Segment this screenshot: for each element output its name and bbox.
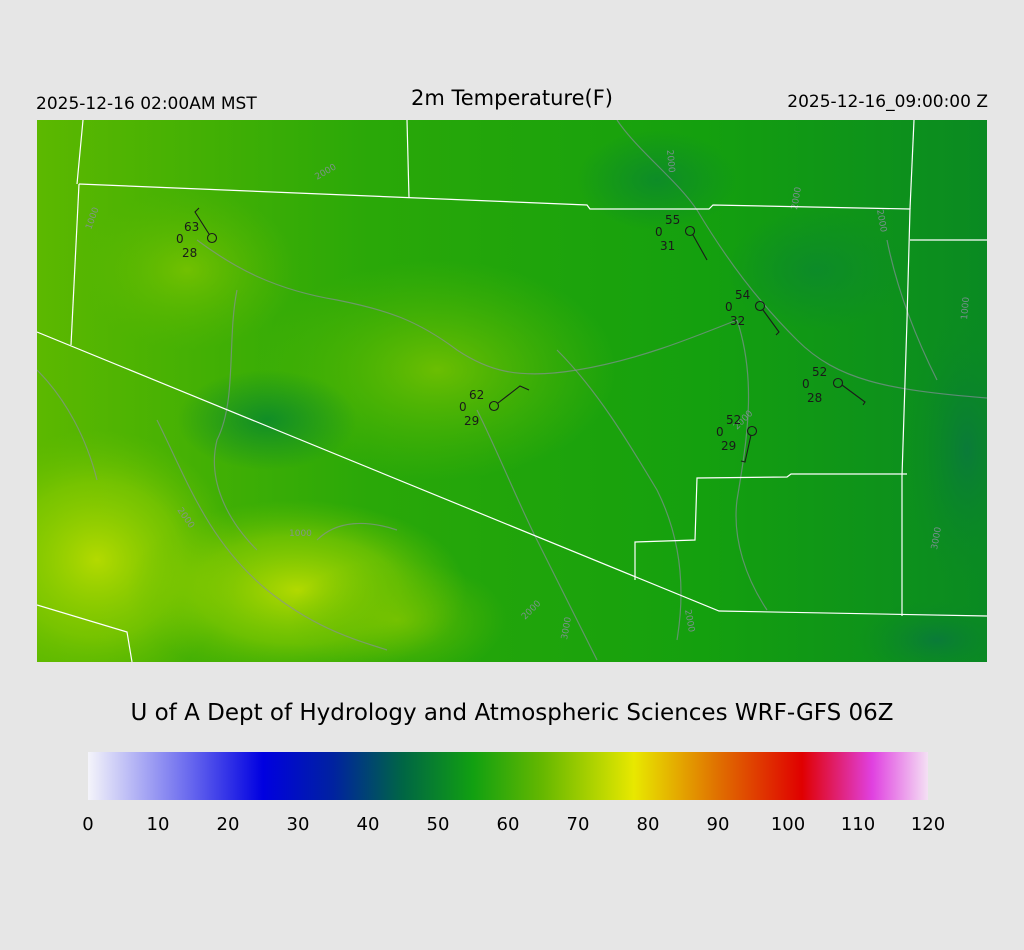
wind-barb [740,434,752,463]
colorbar-tick: 0 [82,814,94,835]
contour-label: 2000 [682,609,696,634]
map-canvas: 1000 2000 1000 2000 3000 2000 2000 2000 … [37,120,987,662]
cool-region-north [577,130,737,230]
station-dewpoint: 29 [464,414,479,428]
state-border [37,331,987,617]
cool-region-northeast [727,210,907,330]
colorbar-tick: 40 [356,814,380,835]
colorbar-tick: 50 [426,814,450,835]
warm-region-south-2 [287,560,507,662]
cool-region-east [907,310,987,590]
wind-barb [762,309,780,336]
wind-barb [692,234,708,261]
contour-label: 3000 [930,526,944,551]
station-temp: 52 [812,365,827,379]
county-line-southeast [634,473,907,580]
contour-label: 2000 [664,149,676,173]
station-circle [754,300,766,312]
station-temp: 62 [469,388,484,402]
station-cloud: 0 [176,232,184,246]
wind-barb [841,384,866,406]
cool-region-west [177,370,357,470]
station-dewpoint: 29 [721,439,736,453]
terrain-contours [37,120,987,661]
station-circle [832,377,844,389]
county-line-north-central [406,120,410,199]
local-time-label: 2025-12-16 02:00AM MST [36,94,257,114]
colorbar-tick: 30 [286,814,310,835]
station-temp: 55 [665,213,680,227]
county-line-northeast [909,120,915,210]
station-circle [488,400,500,412]
station-circle [746,425,758,437]
contour-label: 2000 [874,209,888,234]
station-values: 63 0 28 55 0 31 54 0 32 52 0 28 62 0 29 … [176,213,827,453]
model-credit: U of A Dept of Hydrology and Atmospheric… [130,700,894,726]
colorbar-tick: 10 [146,814,170,835]
station-cloud: 0 [655,225,663,239]
colorbar-tick: 70 [566,814,590,835]
station-dewpoint: 28 [807,391,822,405]
temperature-map: 1000 2000 1000 2000 3000 2000 2000 2000 … [37,120,987,662]
colorbar-tick: 100 [770,814,806,835]
colorbar-tick: 80 [636,814,660,835]
station-dewpoint: 31 [660,239,675,253]
wind-barb [497,385,530,404]
station-circle [684,225,696,237]
utc-time-label: 2025-12-16_09:00:00 Z [787,92,988,112]
station-cloud: 0 [459,400,467,414]
county-line-north [78,183,911,616]
station-circle [206,232,218,244]
colorbar-tick: 120 [910,814,946,835]
county-line-northwest [76,120,84,185]
contour-label: 3000 [560,616,574,641]
station-cloud: 0 [802,377,810,391]
border-southwest [37,604,133,662]
station-temp: 63 [184,220,199,234]
boundary-lines [37,120,987,662]
station-temp: 52 [726,413,741,427]
map-title: 2m Temperature(F) [411,86,613,110]
colorbar-tick: 20 [216,814,240,835]
station-temp: 54 [735,288,750,302]
contour-label: 2000 [790,186,804,211]
station-cloud: 0 [725,300,733,314]
colorbar-tick: 90 [706,814,730,835]
contour-label: 1000 [960,296,972,320]
station-cloud: 0 [716,425,724,439]
county-line-west [70,183,80,346]
warm-region-northwest [77,190,297,350]
colorbar-tick: 110 [840,814,876,835]
contour-label: 1000 [289,529,312,539]
station-markers [194,207,866,463]
station-dewpoint: 32 [730,314,745,328]
station-dewpoint: 28 [182,246,197,260]
temperature-colorbar [88,752,928,800]
colorbar-tick: 60 [496,814,520,835]
colorbar-ticks: 0 10 20 30 40 50 60 70 80 90 100 110 120 [82,814,945,838]
wind-barb [194,207,210,235]
